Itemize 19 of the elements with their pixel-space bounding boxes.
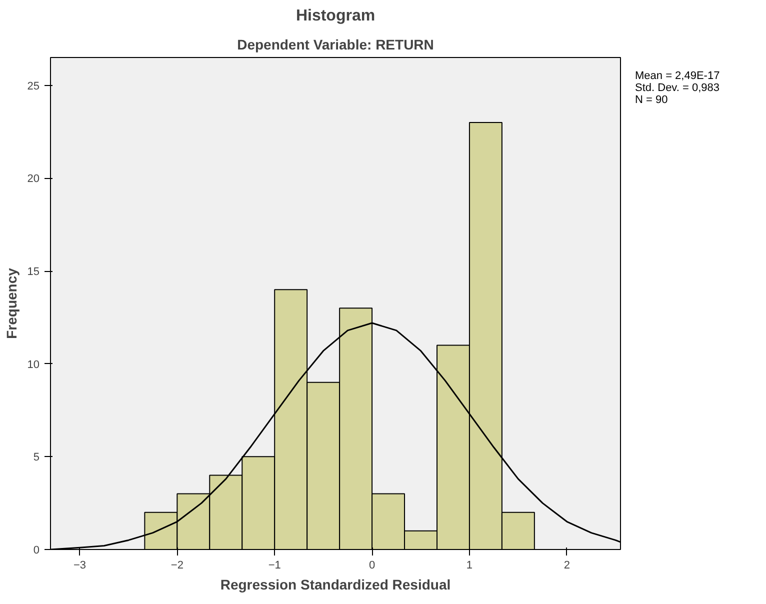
x-tick-label: −2 (170, 560, 184, 572)
x-tick-label: 2 (564, 560, 570, 572)
y-tick-label: 10 (27, 358, 40, 371)
text: Mean = 2,49E-17 (635, 70, 720, 82)
x-tick-label: 0 (368, 560, 376, 572)
y-tick-label: 25 (27, 80, 40, 92)
x-tick-label: −1 (268, 560, 281, 572)
y-axis-title: Frequency (3, 268, 20, 339)
chart-subtitle: Dependent Variable: RETURN (237, 36, 434, 52)
y-tick-label: 5 (33, 452, 40, 464)
chart-title: Histogram (296, 8, 376, 24)
text: Std. Dev. = 0,983 (635, 82, 720, 94)
x-axis-title: Regression Standardized Residual (220, 576, 451, 592)
y-tick-label: 15 (27, 266, 40, 278)
y-tick-label: 0 (33, 544, 40, 556)
y-tick-label: 20 (27, 173, 40, 186)
x-tick-label: −3 (73, 560, 86, 572)
text: N = 90 (635, 94, 669, 106)
x-tick-label: 1 (466, 560, 473, 572)
